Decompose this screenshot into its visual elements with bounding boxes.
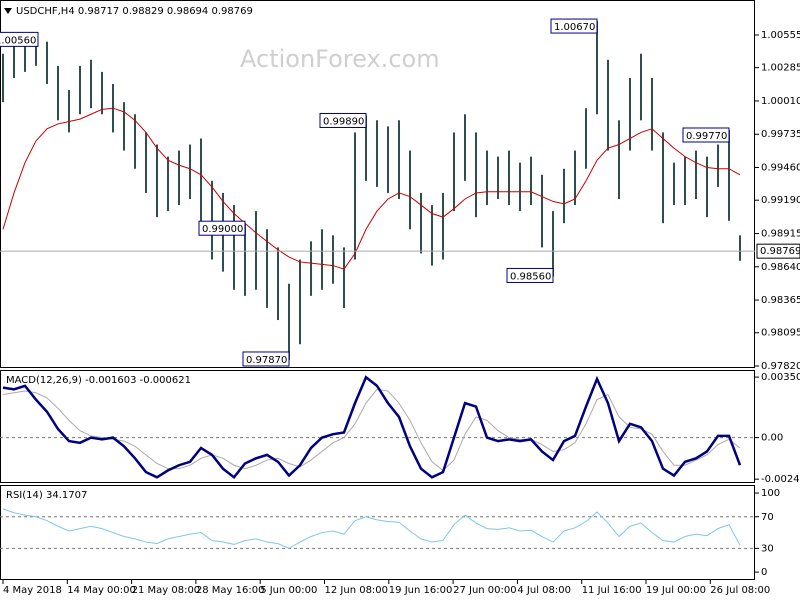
y-tick-label: -0.002408	[761, 474, 800, 485]
annotation-box	[319, 112, 367, 128]
series-line	[2, 388, 741, 472]
y-tick-label: 0.99735	[761, 129, 800, 140]
x-tick-label: 12 Jun 08:00	[325, 585, 389, 596]
x-tick-label: 28 May 16:00	[196, 585, 265, 596]
annotation-label: 1.00670	[554, 22, 595, 33]
annotation-label: 0.99890	[323, 116, 364, 127]
rsi-title: RSI(14) 34.1707	[6, 490, 87, 501]
series-line	[2, 508, 741, 549]
y-tick-label: 70	[761, 512, 774, 523]
y-tick-label: 1.00555	[761, 30, 800, 41]
macd-title: MACD(12,26,9) -0.001603 -0.000621	[6, 375, 191, 386]
series-line	[2, 107, 741, 270]
menu-arrow	[4, 8, 12, 14]
y-tick-label: 100	[761, 488, 780, 499]
y-tick-label: 0.97820	[761, 361, 800, 372]
x-tick-label: 19 Jul 00:00	[646, 585, 706, 596]
y-tick-label: 0.99460	[761, 163, 800, 174]
annotation-box	[682, 127, 730, 143]
price-panel	[0, 0, 755, 368]
macd-panel	[0, 370, 755, 483]
price-title: USDCHF,H4 0.98717 0.98829 0.98694 0.9876…	[16, 6, 253, 17]
rsi-panel	[0, 485, 755, 580]
watermark: ActionForex.com	[240, 45, 440, 73]
y-tick-label: 0	[761, 567, 767, 578]
x-tick-label: 5 Jun 00:00	[260, 585, 317, 596]
x-tick-label: 4 Jul 08:00	[517, 585, 571, 596]
y-tick-label: 0.98915	[761, 228, 800, 239]
annotation-label: 0.98560	[510, 271, 551, 282]
x-tick-label: 11 Jul 16:00	[582, 585, 642, 596]
annotation-box	[198, 220, 246, 236]
series-line	[2, 375, 742, 480]
y-tick-label: 0.003509	[761, 372, 800, 383]
x-tick-label: 4 May 2018	[3, 585, 62, 596]
annotation-label: 0.97870	[246, 355, 287, 366]
y-tick-label: 1.00010	[761, 96, 800, 107]
x-tick-label: 26 Jul 08:00	[710, 585, 770, 596]
y-tick-label: 0.98365	[761, 295, 800, 306]
annotation-label: 0.99770	[686, 131, 727, 142]
last-price-box	[756, 243, 800, 259]
y-tick-label: 0.98095	[761, 328, 800, 339]
y-tick-label: 0.00	[761, 433, 783, 444]
y-tick-label: 1.00285	[761, 63, 800, 74]
annotation-label: 1.00560	[0, 35, 36, 46]
last-price-label: 0.98769	[760, 246, 800, 257]
x-tick-label: 21 May 08:00	[132, 585, 201, 596]
y-tick-label: 0.98640	[761, 262, 800, 273]
y-tick-label: 0.99190	[761, 195, 800, 206]
y-tick-label: 30	[761, 543, 774, 554]
annotation-label: 0.99000	[202, 224, 243, 235]
x-tick-label: 19 Jun 16:00	[389, 585, 453, 596]
x-tick-label: 14 May 00:00	[67, 585, 136, 596]
annotation-box	[506, 267, 554, 283]
x-tick-label: 27 Jun 00:00	[453, 585, 517, 596]
annotation-box	[550, 18, 598, 34]
annotation-box	[0, 31, 39, 47]
annotation-box	[242, 351, 290, 367]
